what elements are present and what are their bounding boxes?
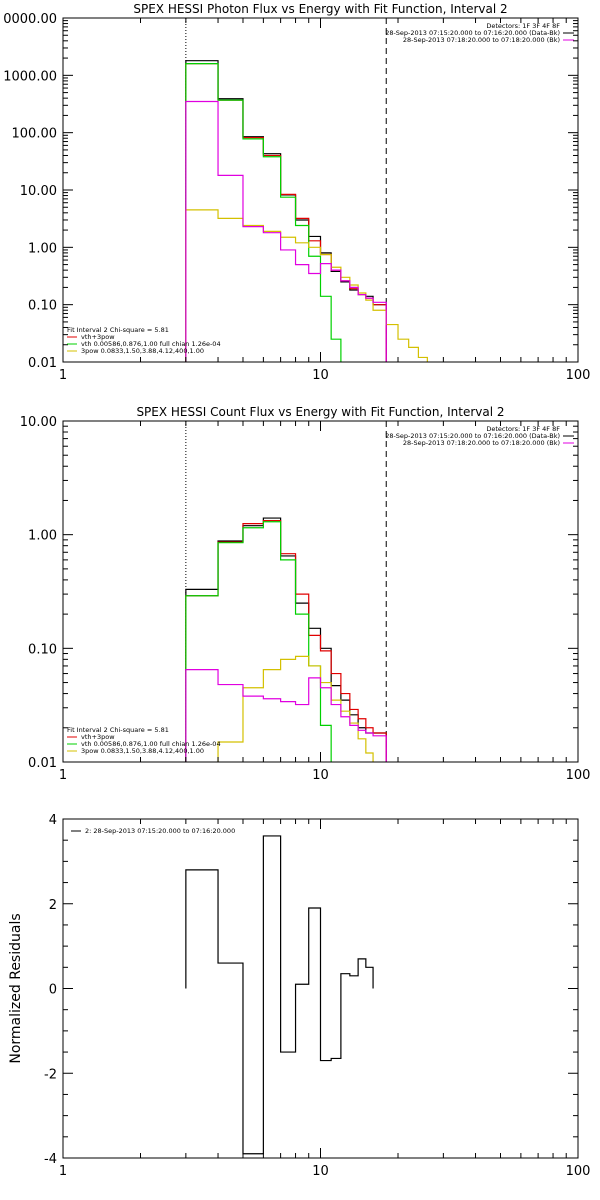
series-2-28-sep-2013-07-15-20-000-to-07-16-20-000 [185, 835, 374, 1155]
legend-text: 28-Sep-2013 07:15:20.000 to 07:16:20.000… [385, 29, 560, 37]
plot-area [185, 421, 387, 762]
y-tick-label: 10.00 [20, 415, 57, 430]
series-vth [185, 63, 342, 362]
y-tick-label: -4 [44, 1152, 57, 1167]
fit-legend-text: vth+3pow [81, 733, 115, 741]
y-tick-label: 4 [49, 813, 57, 828]
x-tick-label: 100 [566, 768, 591, 783]
y-tick-label: 0.10 [28, 642, 57, 657]
fit-legend-text: Fit Interval 2 Chi-square = 5.81 [67, 726, 169, 734]
legend-text: Detectors: 1F 3F 4F 8F [486, 22, 560, 30]
fit-legend-text: vth 0.00586,0.876,1.00 full chian 1.26e-… [81, 740, 221, 748]
y-tick-label: -2 [44, 1067, 57, 1082]
residual-legend-text: 2: 28-Sep-2013 07:15:20.000 to 07:16:20.… [85, 827, 235, 835]
y-tick-label: 10.00 [20, 184, 57, 199]
y-tick-label: 1.00 [28, 241, 57, 256]
x-tick-label: 10 [312, 768, 329, 783]
y-tick-label: 1000.00 [3, 69, 57, 84]
x-tick-label: 10 [312, 368, 329, 383]
series-data-bk [185, 517, 387, 762]
fit-legend-text: 3pow 0.0833,1.50,3.88,4.12,400,1.00 [81, 347, 204, 355]
y-tick-label: 0.10 [28, 299, 57, 314]
plot-area [185, 18, 428, 362]
x-tick-label: 100 [566, 1164, 591, 1179]
series-vth-3pow [185, 63, 387, 362]
x-tick-label: 1 [59, 368, 67, 383]
plot-area [185, 835, 374, 1155]
legend-text: 28-Sep-2013 07:15:20.000 to 07:16:20.000… [385, 432, 560, 440]
y-tick-label: 0.01 [28, 756, 57, 771]
series-vth [185, 521, 332, 762]
legend-text: 28-Sep-2013 07:18:20.000 to 07:18:20.000… [403, 36, 560, 44]
legend-text: 28-Sep-2013 07:18:20.000 to 07:18:20.000… [403, 439, 560, 447]
x-tick-label: 1 [59, 768, 67, 783]
y-tick-label: 1.00 [28, 529, 57, 544]
chart-title: SPEX HESSI Photon Flux vs Energy with Fi… [133, 2, 507, 16]
y-axis-label: Normalized Residuals [8, 913, 24, 1063]
series-bk [185, 100, 387, 362]
legend-text: Detectors: 1F 3F 4F 8F [486, 425, 560, 433]
y-tick-label: 0000.00 [3, 12, 57, 27]
fit-legend-text: Fit Interval 2 Chi-square = 5.81 [67, 326, 169, 334]
y-tick-label: 0.01 [28, 356, 57, 371]
plot-frame [62, 17, 579, 363]
y-tick-label: 0 [49, 983, 57, 998]
x-tick-label: 100 [566, 368, 591, 383]
x-tick-label: 1 [59, 1164, 67, 1179]
fit-legend-text: 3pow 0.0833,1.50,3.88,4.12,400,1.00 [81, 747, 204, 755]
series-3pow [217, 655, 374, 762]
x-tick-label: 10 [312, 1164, 329, 1179]
series-data-bk [185, 60, 387, 362]
fit-legend-text: vth+3pow [81, 333, 115, 341]
series-bk [185, 668, 387, 762]
series-vth-3pow [185, 519, 387, 762]
y-tick-label: 100.00 [12, 127, 58, 142]
y-tick-label: 2 [49, 898, 57, 913]
chart-title: SPEX HESSI Count Flux vs Energy with Fit… [136, 405, 504, 419]
fit-legend-text: vth 0.00586,0.876,1.00 full chian 1.26e-… [81, 340, 221, 348]
